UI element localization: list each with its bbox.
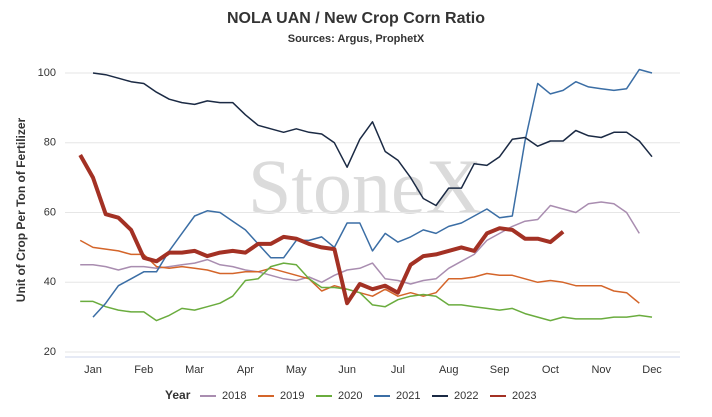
- watermark: StoneX: [248, 143, 482, 230]
- x-tick-label: Jan: [84, 364, 102, 376]
- y-tick-label: 100: [38, 67, 56, 79]
- y-tick-label: 60: [44, 206, 56, 218]
- line-series: [80, 262, 653, 322]
- x-tick-label: Feb: [134, 364, 153, 376]
- legend-label: 2020: [338, 390, 362, 402]
- line-series: [80, 201, 640, 285]
- line-series: [92, 72, 653, 207]
- x-tick-label: Jun: [338, 364, 356, 376]
- y-axis-label: Unit of Crop Per Ton of Fertilizer: [14, 117, 28, 302]
- legend-label: 2022: [454, 390, 478, 402]
- x-tick-label: Nov: [591, 364, 611, 376]
- legend-label: 2018: [222, 390, 246, 402]
- line-series: [79, 239, 640, 304]
- x-tick-label: Dec: [642, 364, 662, 376]
- y-tick-label: 80: [44, 137, 56, 149]
- legend-title: Year: [165, 388, 191, 402]
- x-tick-label: Apr: [237, 364, 254, 376]
- x-tick-label: Aug: [439, 364, 459, 376]
- x-tick-label: Mar: [185, 364, 204, 376]
- line-series: [78, 154, 565, 306]
- line-series: [92, 68, 653, 318]
- legend-label: 2019: [280, 390, 304, 402]
- x-tick-label: Sep: [490, 364, 510, 376]
- legend-label: 2023: [512, 390, 536, 402]
- legend-label: 2021: [396, 390, 420, 402]
- chart-title: NOLA UAN / New Crop Corn Ratio: [227, 10, 485, 27]
- x-tick-label: Jul: [391, 364, 405, 376]
- x-tick-label: May: [286, 364, 307, 376]
- chart-subtitle: Sources: Argus, ProphetX: [288, 33, 425, 45]
- y-tick-label: 20: [44, 346, 56, 358]
- y-tick-label: 40: [44, 276, 56, 288]
- x-tick-label: Oct: [542, 364, 559, 376]
